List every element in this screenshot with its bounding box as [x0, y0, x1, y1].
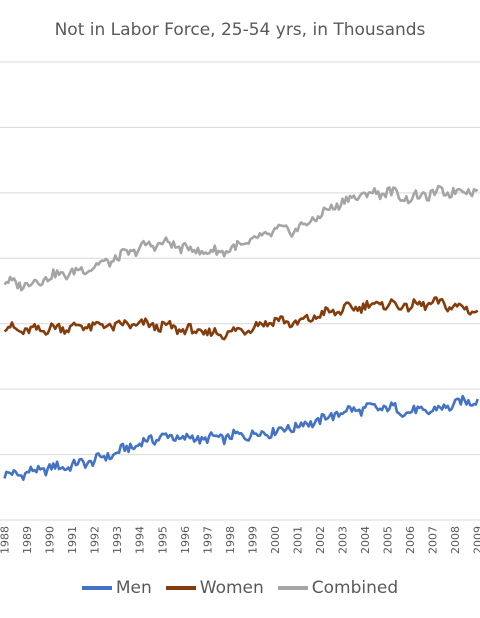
- x-tick-label: 1995: [156, 526, 169, 554]
- series-line-women: [3, 296, 479, 341]
- x-tick-label: 2004: [359, 526, 372, 554]
- legend-swatch: [81, 586, 112, 590]
- legend-label: Men: [115, 578, 152, 598]
- x-tick-label: 2006: [404, 526, 417, 554]
- legend-item-combined: Combined: [277, 578, 399, 598]
- x-tick-label: 2002: [314, 526, 327, 554]
- x-tick-label: 1998: [224, 526, 237, 554]
- series-line-men: [3, 394, 479, 482]
- legend-item-men: Men: [81, 578, 152, 598]
- x-tick-label: 1997: [201, 526, 214, 554]
- x-tick-label: 2005: [382, 526, 395, 554]
- x-tick-label: 2001: [291, 526, 304, 554]
- series-line-combined: [3, 184, 479, 292]
- x-tick-label: 1988: [0, 526, 12, 554]
- x-tick-label: 2000: [269, 526, 282, 554]
- x-tick-label: 2008: [449, 526, 462, 554]
- x-tick-label: 1989: [21, 526, 34, 554]
- legend-swatch: [277, 586, 308, 590]
- legend-label: Combined: [311, 578, 399, 598]
- x-tick-label: 1994: [134, 526, 147, 554]
- x-tick-label: 2007: [427, 526, 440, 554]
- x-tick-label: 2003: [337, 526, 350, 554]
- x-axis-tick-labels: 1988 1989 1990 1991 1992 1993 1994 1995 1996 1997…: [0, 526, 480, 554]
- x-tick-label: 1996: [179, 526, 192, 554]
- legend-item-women: Women: [165, 578, 264, 598]
- x-tick-label: 2009: [472, 526, 480, 554]
- chart-title: Not in Labor Force, 25-54 yrs, in Thousa…: [54, 20, 426, 40]
- series-lines: [3, 184, 479, 482]
- x-tick-label: 1991: [66, 526, 79, 554]
- x-tick-label: 1999: [246, 526, 259, 554]
- x-tick-label: 1992: [89, 526, 102, 554]
- x-tick-label: 1990: [44, 526, 57, 554]
- legend-label: Women: [199, 578, 264, 598]
- legend: Men Women Combined: [0, 578, 480, 598]
- legend-swatch: [165, 586, 196, 590]
- x-tick-label: 1993: [111, 526, 124, 554]
- gridlines: [0, 61, 480, 521]
